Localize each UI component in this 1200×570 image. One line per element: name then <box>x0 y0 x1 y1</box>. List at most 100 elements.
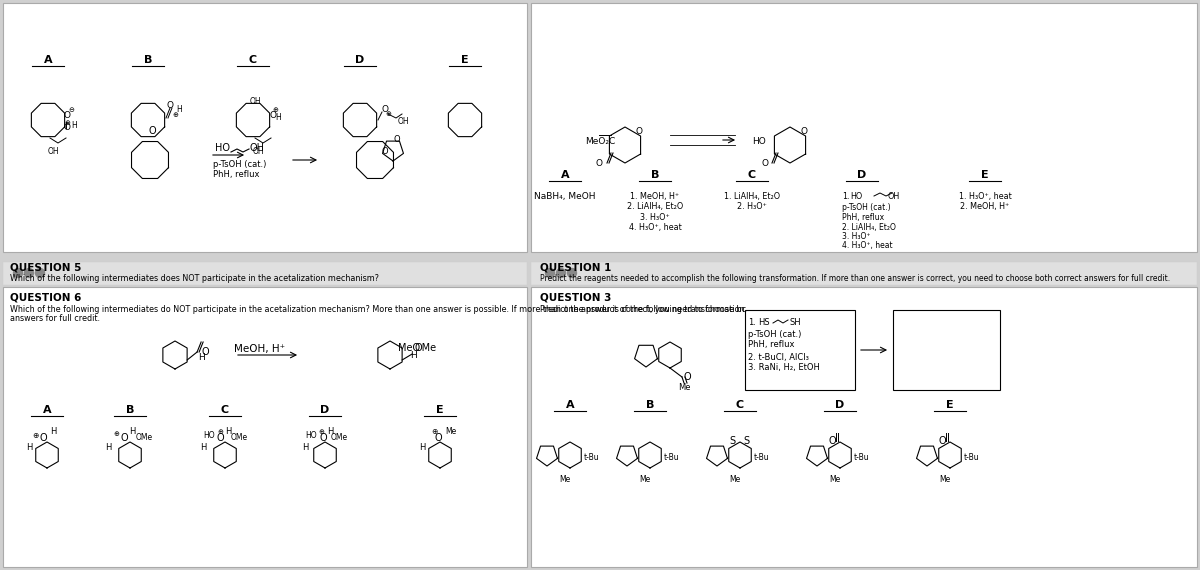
Text: Me: Me <box>445 428 456 437</box>
Text: D: D <box>355 55 365 65</box>
Text: O: O <box>596 158 604 168</box>
Text: 3. H₃O⁺: 3. H₃O⁺ <box>842 232 870 241</box>
Text: D: D <box>857 170 866 180</box>
Text: H: H <box>275 113 281 123</box>
Text: Which of the following intermediates does NOT participate in the acetalization m: Which of the following intermediates doe… <box>10 274 379 283</box>
Text: OH: OH <box>250 97 260 107</box>
Text: B: B <box>650 170 659 180</box>
Text: O: O <box>434 433 442 443</box>
Text: O: O <box>382 148 389 157</box>
Bar <box>2 287 527 567</box>
Text: p-TsOH (cat.): p-TsOH (cat.) <box>214 160 266 169</box>
Text: OH: OH <box>250 143 264 153</box>
Text: OH: OH <box>252 148 264 157</box>
Text: B: B <box>126 405 134 415</box>
Text: H: H <box>71 120 77 129</box>
Text: t-Bu: t-Bu <box>754 453 769 462</box>
Text: B: B <box>646 400 654 410</box>
Text: H: H <box>198 353 205 363</box>
Text: ⊕: ⊕ <box>64 120 70 126</box>
Text: 1. MeOH, H⁺
2. LiAlH₄, Et₂O
3. H₃O⁺
4. H₃O⁺, heat: 1. MeOH, H⁺ 2. LiAlH₄, Et₂O 3. H₃O⁺ 4. H… <box>626 192 683 232</box>
Text: E: E <box>461 55 469 65</box>
Text: O: O <box>761 158 768 168</box>
Text: H: H <box>200 443 206 453</box>
Text: MeO: MeO <box>398 343 420 353</box>
Text: H: H <box>50 428 56 437</box>
Text: QUESTION 6: QUESTION 6 <box>10 293 82 303</box>
Text: t-Bu: t-Bu <box>584 453 600 462</box>
Text: O: O <box>202 347 209 357</box>
Text: 1.: 1. <box>748 318 756 327</box>
Text: PhH, reflux: PhH, reflux <box>842 213 884 222</box>
Text: OH: OH <box>888 192 900 201</box>
Text: SH: SH <box>790 318 800 327</box>
Text: PhH, reflux: PhH, reflux <box>214 170 259 179</box>
Text: 2. LiAlH₄, Et₂O: 2. LiAlH₄, Et₂O <box>842 223 896 232</box>
Text: O: O <box>382 105 389 115</box>
Text: D: D <box>835 400 845 410</box>
Text: ⊖: ⊖ <box>68 107 74 113</box>
Text: A: A <box>560 170 569 180</box>
Text: ⊕: ⊕ <box>272 107 278 113</box>
Text: S: S <box>728 436 736 446</box>
Text: Me: Me <box>940 474 950 483</box>
Circle shape <box>557 268 565 278</box>
Text: H: H <box>176 105 181 115</box>
Circle shape <box>568 268 576 278</box>
Text: Me: Me <box>559 474 571 483</box>
Circle shape <box>36 268 44 278</box>
Text: O: O <box>120 433 128 443</box>
Text: A: A <box>565 400 575 410</box>
Circle shape <box>24 268 34 278</box>
Text: H: H <box>419 443 425 453</box>
Text: E: E <box>436 405 444 415</box>
Text: O: O <box>394 135 401 144</box>
Text: C: C <box>248 55 257 65</box>
Text: ⊕: ⊕ <box>217 429 223 435</box>
Text: t-Bu: t-Bu <box>854 453 870 462</box>
Text: OH: OH <box>47 148 59 157</box>
Text: 4. H₃O⁺, heat: 4. H₃O⁺, heat <box>842 241 893 250</box>
Text: OMe: OMe <box>136 434 154 442</box>
Text: answers for full credit.: answers for full credit. <box>10 314 100 323</box>
Text: C: C <box>221 405 229 415</box>
Text: ⊕: ⊕ <box>431 428 437 437</box>
Text: O: O <box>64 112 71 120</box>
Text: MeO₂C: MeO₂C <box>586 136 616 145</box>
Text: QUESTION 1: QUESTION 1 <box>540 262 611 272</box>
Text: Me: Me <box>829 474 841 483</box>
Text: A: A <box>43 55 53 65</box>
Text: B: B <box>144 55 152 65</box>
Text: Me: Me <box>678 382 690 392</box>
Bar <box>2 262 527 285</box>
Circle shape <box>546 268 554 278</box>
Text: OH: OH <box>398 117 409 127</box>
Text: 1. H₃O⁺, heat
2. MeOH, H⁺: 1. H₃O⁺, heat 2. MeOH, H⁺ <box>959 192 1012 211</box>
Text: p-TsOH (cat.): p-TsOH (cat.) <box>748 330 802 339</box>
Bar <box>530 287 1198 567</box>
Text: O: O <box>319 433 326 443</box>
Text: E: E <box>946 400 954 410</box>
Text: MeOH, H⁺: MeOH, H⁺ <box>234 344 286 354</box>
Bar <box>745 310 854 390</box>
Text: t-Bu: t-Bu <box>964 453 979 462</box>
Text: H: H <box>410 352 416 360</box>
Text: O: O <box>148 126 156 136</box>
Circle shape <box>13 268 23 278</box>
Text: HO: HO <box>752 136 766 145</box>
Text: H: H <box>104 443 112 453</box>
Text: 1. LiAlH₄, Et₂O
2. H₃O⁺: 1. LiAlH₄, Et₂O 2. H₃O⁺ <box>724 192 780 211</box>
Text: OMe: OMe <box>331 434 348 442</box>
Text: O: O <box>216 433 224 443</box>
Text: ⊕: ⊕ <box>172 112 178 118</box>
Text: Predict the product of the following transformation.: Predict the product of the following tra… <box>540 305 746 314</box>
Text: Predict the reagents needed to accomplish the following transformation. If more : Predict the reagents needed to accomplis… <box>540 274 1170 283</box>
Text: HS: HS <box>758 318 769 327</box>
Text: OMe: OMe <box>230 434 248 442</box>
Text: p-TsOH (cat.): p-TsOH (cat.) <box>842 203 890 212</box>
Text: H: H <box>26 443 32 453</box>
Text: Me: Me <box>730 474 740 483</box>
Text: O: O <box>40 433 47 443</box>
Text: ⊕: ⊕ <box>32 431 38 441</box>
Text: PhH, reflux: PhH, reflux <box>748 340 794 349</box>
